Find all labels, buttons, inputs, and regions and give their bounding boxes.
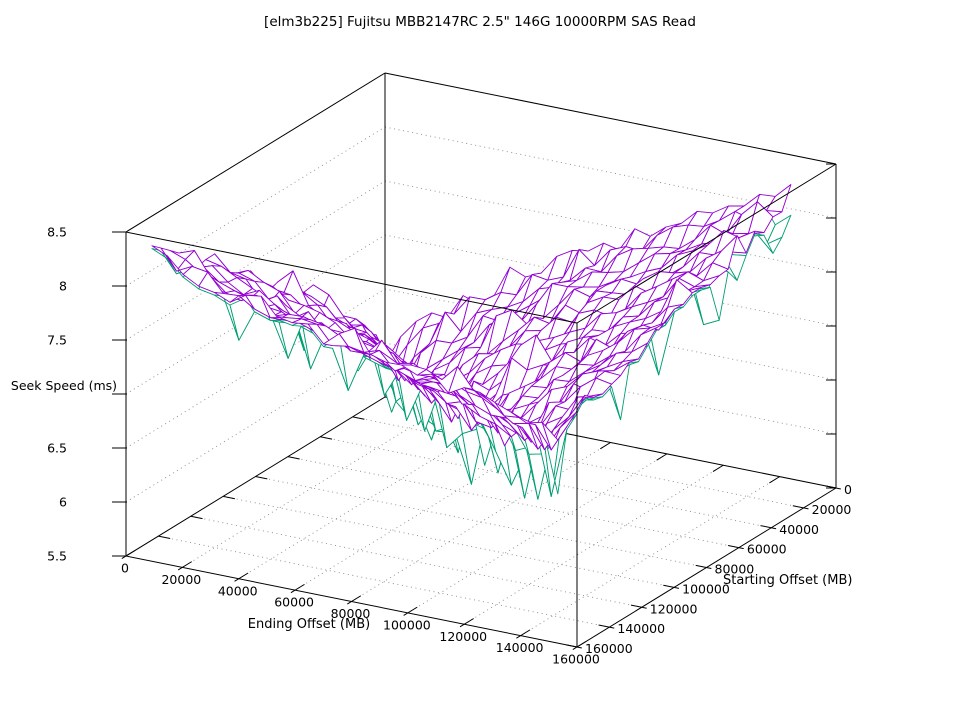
x-tick-label: 60000 bbox=[274, 595, 314, 610]
y-tick-label: 80000 bbox=[715, 562, 755, 577]
x-tick-label: 160000 bbox=[552, 652, 600, 667]
y-tick-label: 160000 bbox=[585, 641, 633, 656]
y-tick-label: 120000 bbox=[650, 601, 698, 616]
x-axis-title: Ending Offset (MB) bbox=[248, 617, 370, 632]
x-tick-label: 40000 bbox=[218, 583, 258, 598]
z-tick-label: 5.5 bbox=[47, 549, 67, 564]
y-tick-label: 0 bbox=[844, 482, 852, 497]
y-tick-label: 140000 bbox=[617, 621, 665, 636]
x-tick-label: 140000 bbox=[496, 640, 544, 655]
z-tick-label: 6 bbox=[59, 495, 67, 510]
z-axis-title: Seek Speed (ms) bbox=[11, 378, 117, 393]
z-tick-label: 8 bbox=[59, 279, 67, 294]
x-tick-label: 80000 bbox=[331, 606, 371, 621]
x-tick-label: 20000 bbox=[161, 572, 201, 587]
z-tick-label: 6.5 bbox=[47, 441, 67, 456]
y-axis-ticks: 0 20000 40000 60000 80000 100000 120000 140000 1… bbox=[566, 482, 852, 656]
seek-speed-surface-magenta bbox=[151, 184, 792, 451]
x-tick-label: 120000 bbox=[439, 629, 487, 644]
plot-title: [elm3b225] Fujitsu MBB2147RC 2.5" 146G 1… bbox=[264, 14, 696, 30]
x-tick-label: 0 bbox=[121, 561, 129, 576]
y-tick-label: 20000 bbox=[812, 502, 852, 517]
back-walls-and-grid bbox=[125, 72, 837, 637]
y-axis-title: Starting Offset (MB) bbox=[723, 573, 852, 588]
z-tick-label: 7.5 bbox=[47, 333, 67, 348]
x-axis-ticks: 0 20000 40000 60000 80000 100000 120000 140000 1… bbox=[121, 549, 600, 667]
y-tick-label: 60000 bbox=[747, 542, 787, 557]
z-axis-ticks: 5.5 6 6.5 7.5 8 8.5 Seek Speed (ms) bbox=[11, 163, 836, 564]
y-tick-label: 100000 bbox=[682, 581, 730, 596]
z-tick-label: 8.5 bbox=[47, 225, 67, 240]
y-tick-label: 40000 bbox=[779, 522, 819, 537]
x-tick-label: 100000 bbox=[383, 617, 431, 632]
